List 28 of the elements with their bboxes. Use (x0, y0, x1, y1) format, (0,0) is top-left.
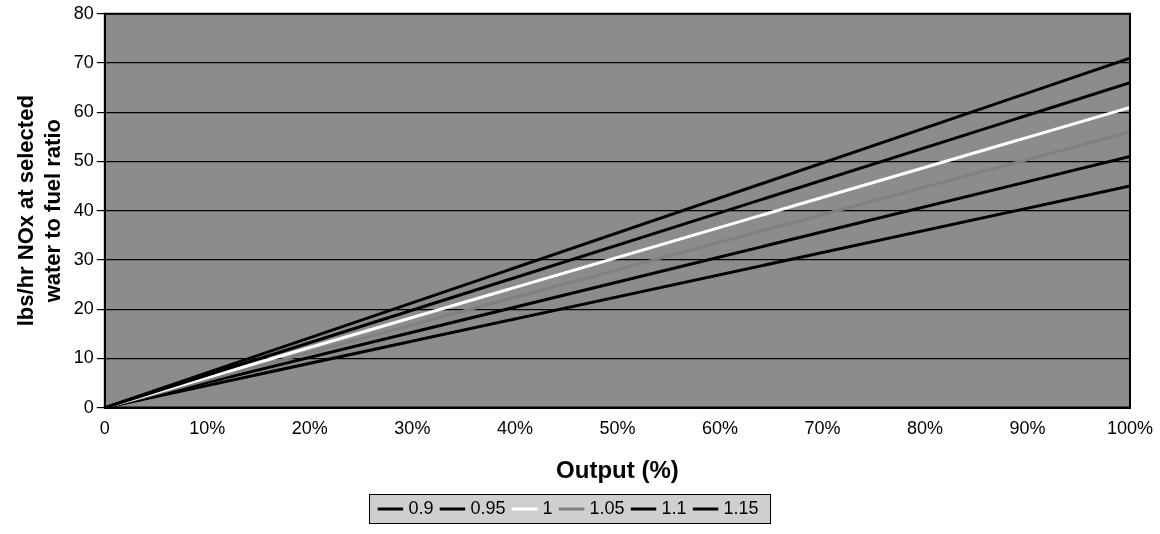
y-tick-label: 40 (73, 199, 94, 220)
x-tick-label: 0 (99, 418, 110, 439)
x-tick-label: 60% (701, 418, 738, 439)
y-tick-label: 50 (73, 150, 94, 171)
x-tick-label: 30% (394, 418, 431, 439)
y-tick-label: 10 (73, 347, 94, 368)
y-tick-label: 0 (83, 396, 94, 417)
y-axis-title: lbs/hr NOx at selected water to fuel ratio (13, 95, 65, 327)
legend-label: 0.9 (408, 497, 434, 518)
legend-label: 1 (542, 497, 553, 518)
y-tick-label: 20 (73, 298, 94, 319)
y-tick-label: 60 (73, 101, 94, 122)
x-tick-label: 70% (804, 418, 841, 439)
x-tick-label: 80% (906, 418, 943, 439)
legend-label: 1.1 (661, 497, 687, 518)
x-tick-label: 90% (1009, 418, 1046, 439)
x-tick-label: 20% (291, 418, 328, 439)
x-tick-label: 100% (1106, 418, 1154, 439)
x-tick-label: 50% (599, 418, 636, 439)
y-tick-label: 30 (73, 248, 94, 269)
x-axis-title: Output (%) (556, 456, 679, 484)
y-tick-label: 70 (73, 51, 94, 72)
y-tick-label: 80 (73, 2, 94, 23)
legend-label: 1.15 (723, 497, 759, 518)
legend-label: 0.95 (470, 497, 506, 518)
legend-label: 1.05 (589, 497, 625, 518)
x-tick-label: 10% (189, 418, 226, 439)
x-tick-label: 40% (496, 418, 533, 439)
